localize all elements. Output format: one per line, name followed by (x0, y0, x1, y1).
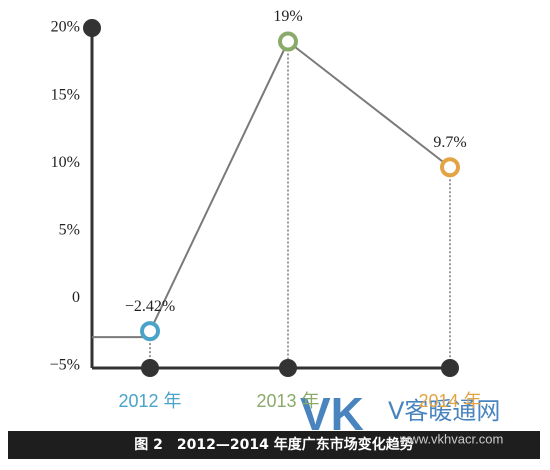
watermark-logo: VK (300, 388, 364, 440)
x-tick-label: 2013 年 (256, 391, 319, 411)
y-tick-label: 0 (72, 289, 80, 306)
x-tick-dot (441, 359, 459, 377)
y-tick-label: 10% (51, 154, 80, 171)
x-tick-dot (141, 359, 159, 377)
watermark-url: www.vkhvacr.com (399, 431, 503, 446)
y-tick-label: −5% (50, 357, 80, 374)
y-tick-label: 15% (51, 86, 80, 103)
point (278, 31, 298, 52)
caption-bar (8, 431, 540, 459)
value-label: 19% (273, 8, 302, 25)
value-label: 9.7% (433, 134, 466, 151)
y-tick-label: 5% (59, 221, 80, 238)
axis-end-dot (83, 19, 101, 37)
value-label: −2.42% (125, 298, 175, 315)
x-tick-label: 2014 年 (418, 391, 481, 411)
x-tick-dot (279, 359, 297, 377)
y-tick-label: 20% (51, 19, 80, 36)
point (140, 321, 160, 342)
x-tick-label: 2012 年 (118, 391, 181, 411)
watermark-name: V客暖通网 (388, 397, 500, 425)
chart-title: 图 2 2012—2014 年度广东市场变化趋势 (134, 436, 413, 453)
line-series (149, 39, 451, 332)
point (440, 157, 460, 178)
